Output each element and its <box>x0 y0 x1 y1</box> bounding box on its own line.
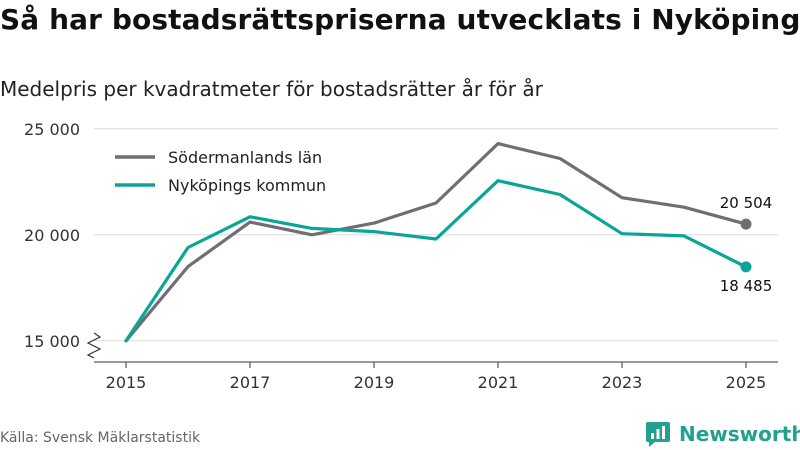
brand-logo: Newsworthy <box>645 420 800 448</box>
chart-title: Så har bostadsrättspriserna utvecklats i… <box>0 3 800 36</box>
x-tick-label: 2021 <box>478 373 519 392</box>
legend-label-0: Södermanlands län <box>168 148 322 167</box>
series-endpoint-0 <box>740 218 752 230</box>
y-tick-label: 15 000 <box>24 332 80 351</box>
series-line-1 <box>124 179 748 343</box>
legend-label-1: Nyköpings kommun <box>168 176 326 195</box>
x-tick-label: 2017 <box>230 373 271 392</box>
end-value-label: 20 504 <box>720 194 773 212</box>
source-note: Källa: Svensk Mäklarstatistik <box>0 430 201 446</box>
end-value-label: 18 485 <box>720 277 773 295</box>
y-tick-label: 20 000 <box>24 226 80 245</box>
axis-break-icon <box>86 332 102 359</box>
chart-subtitle: Medelpris per kvadratmeter för bostadsrä… <box>0 77 543 101</box>
series-line-0 <box>124 142 748 343</box>
x-tick-label: 2019 <box>354 373 395 392</box>
x-tick-label: 2023 <box>602 373 643 392</box>
x-tick-label: 2015 <box>106 373 147 392</box>
x-tick-label: 2025 <box>726 373 767 392</box>
brand-name: Newsworthy <box>679 422 800 446</box>
newsworthy-logo-icon <box>646 422 670 447</box>
series-endpoint-1 <box>740 261 752 273</box>
y-tick-label: 25 000 <box>24 120 80 139</box>
